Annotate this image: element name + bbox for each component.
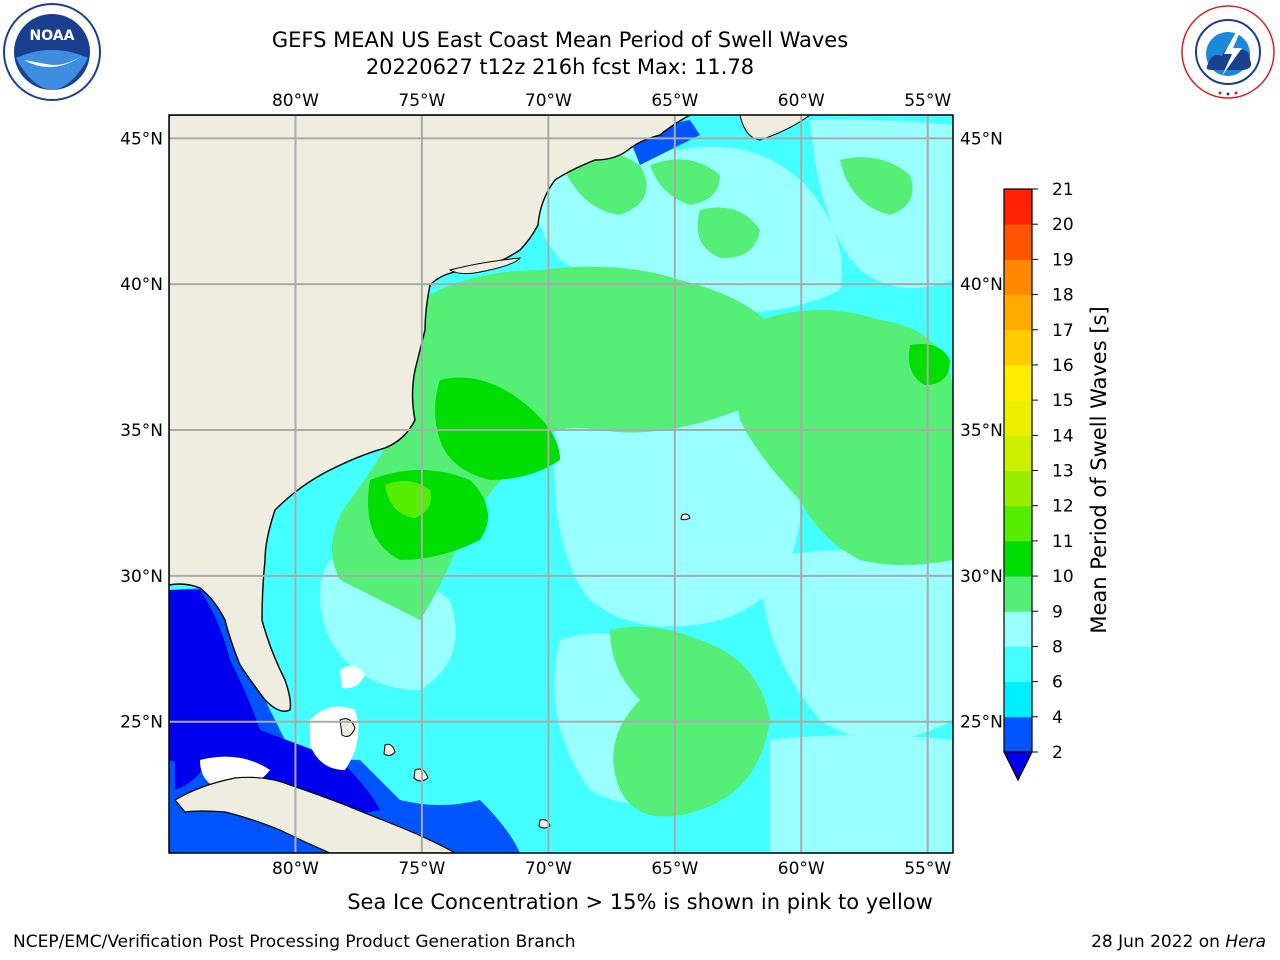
lon-tick-labels-bottom: 80°W 75°W 70°W 65°W 60°W 55°W bbox=[272, 859, 951, 879]
colorbar-tick-label: 15 bbox=[1052, 391, 1074, 411]
colorbar-segment bbox=[1004, 470, 1032, 507]
lon-tick-label: 75°W bbox=[398, 859, 445, 879]
colorbar-tick-label: 21 bbox=[1052, 180, 1074, 200]
colorbar-tick-label: 4 bbox=[1052, 708, 1063, 728]
land-long-island bbox=[448, 257, 522, 275]
chart-title: GEFS MEAN US East Coast Mean Period of S… bbox=[271, 28, 849, 52]
colorbar-segment bbox=[1004, 646, 1032, 683]
land-us-east-coast bbox=[169, 115, 692, 712]
islands-bahamas bbox=[339, 513, 691, 829]
lon-tick-label: 55°W bbox=[904, 91, 951, 111]
field-11-12s bbox=[385, 481, 431, 518]
chart-subtitle: 20220627 t12z 216h fcst Max: 11.78 bbox=[365, 55, 755, 79]
lat-tick-label: 35°N bbox=[120, 421, 163, 441]
lat-tick-labels-left: 45°N 40°N 35°N 30°N 25°N bbox=[120, 129, 163, 732]
colorbar-segment bbox=[1004, 576, 1032, 612]
lon-tick-label: 75°W bbox=[398, 91, 445, 111]
nws-logo-icon bbox=[1180, 4, 1276, 100]
colorbar-tick-label: 16 bbox=[1052, 356, 1074, 376]
lon-tick-label: 80°W bbox=[272, 859, 319, 879]
colorbar-tick-label: 13 bbox=[1052, 462, 1074, 482]
colorbar-segment bbox=[1004, 540, 1032, 577]
lon-tick-label: 65°W bbox=[651, 91, 698, 111]
host-name: Hera bbox=[1225, 932, 1266, 952]
colorbar-tick-label: 14 bbox=[1052, 426, 1074, 446]
colorbar-tick-label: 8 bbox=[1052, 637, 1063, 657]
lat-tick-labels-right: 45°N 40°N 35°N 30°N 25°N bbox=[960, 129, 1003, 732]
colorbar-segment bbox=[1004, 716, 1032, 753]
colorbar-tick-label: 18 bbox=[1052, 286, 1074, 306]
lat-tick-label: 30°N bbox=[120, 567, 163, 587]
colorbar-tick-label: 2 bbox=[1052, 743, 1063, 763]
colorbar-segment bbox=[1004, 611, 1032, 647]
colorbar-tick-label: 19 bbox=[1052, 250, 1074, 270]
colorbar-segment bbox=[1004, 189, 1032, 225]
colorbar-tick-label: 17 bbox=[1052, 321, 1074, 341]
lat-tick-label: 30°N bbox=[960, 567, 1003, 587]
noaa-logo-text: NOAA bbox=[30, 28, 75, 44]
colorbar-tick-label: 11 bbox=[1052, 532, 1074, 552]
colorbar: 2 4 6 8 9 10 11 12 13 14 15 16 17 18 19 20 21 bbox=[1003, 180, 1074, 782]
date-credit: 28 Jun 2022 on Hera bbox=[1091, 932, 1266, 952]
colorbar-tick-label: 12 bbox=[1052, 497, 1074, 517]
colorbar-segment bbox=[1004, 259, 1032, 296]
lat-tick-label: 40°N bbox=[120, 275, 163, 295]
colorbar-tick-label: 20 bbox=[1052, 215, 1074, 235]
lon-tick-label: 80°W bbox=[272, 91, 319, 111]
noaa-logo-icon: NOAA bbox=[3, 3, 101, 101]
lon-tick-label: 65°W bbox=[651, 859, 698, 879]
lon-tick-label: 60°W bbox=[778, 91, 825, 111]
colorbar-segment bbox=[1004, 400, 1032, 436]
lat-tick-label: 25°N bbox=[960, 713, 1003, 733]
lon-tick-label: 70°W bbox=[525, 859, 572, 879]
colorbar-segment bbox=[1004, 224, 1032, 260]
colorbar-tick-label: 9 bbox=[1052, 602, 1063, 622]
colorbar-tick-label: 6 bbox=[1052, 673, 1063, 693]
map-frame bbox=[168, 114, 954, 854]
colorbar-segment bbox=[1004, 329, 1032, 366]
date-text: 28 Jun 2022 on bbox=[1091, 932, 1226, 952]
lat-tick-label: 45°N bbox=[120, 129, 163, 149]
lon-tick-label: 55°W bbox=[904, 859, 951, 879]
colorbar-underflow-arrow bbox=[1003, 751, 1033, 782]
lat-tick-label: 35°N bbox=[960, 421, 1003, 441]
colorbar-segment bbox=[1004, 294, 1032, 331]
lat-tick-label: 45°N bbox=[960, 129, 1003, 149]
colorbar-label: Mean Period of Swell Waves [s] bbox=[1087, 306, 1111, 633]
colorbar-segment bbox=[1004, 681, 1032, 718]
colorbar-tick-label: 10 bbox=[1052, 567, 1074, 587]
map-grid bbox=[169, 115, 953, 853]
field-10-11s bbox=[368, 344, 950, 560]
credit-text: NCEP/EMC/Verification Post Processing Pr… bbox=[13, 932, 576, 952]
lon-tick-label: 60°W bbox=[778, 859, 825, 879]
colorbar-segment bbox=[1004, 435, 1032, 471]
lat-tick-label: 40°N bbox=[960, 275, 1003, 295]
sea-ice-note: Sea Ice Concentration > 15% is shown in … bbox=[347, 890, 933, 914]
lon-tick-label: 70°W bbox=[525, 91, 572, 111]
colorbar-segment bbox=[1004, 364, 1032, 401]
lon-tick-labels-top: 80°W 75°W 70°W 65°W 60°W 55°W bbox=[272, 91, 951, 111]
lat-tick-label: 25°N bbox=[120, 713, 163, 733]
colorbar-segment bbox=[1004, 505, 1032, 542]
